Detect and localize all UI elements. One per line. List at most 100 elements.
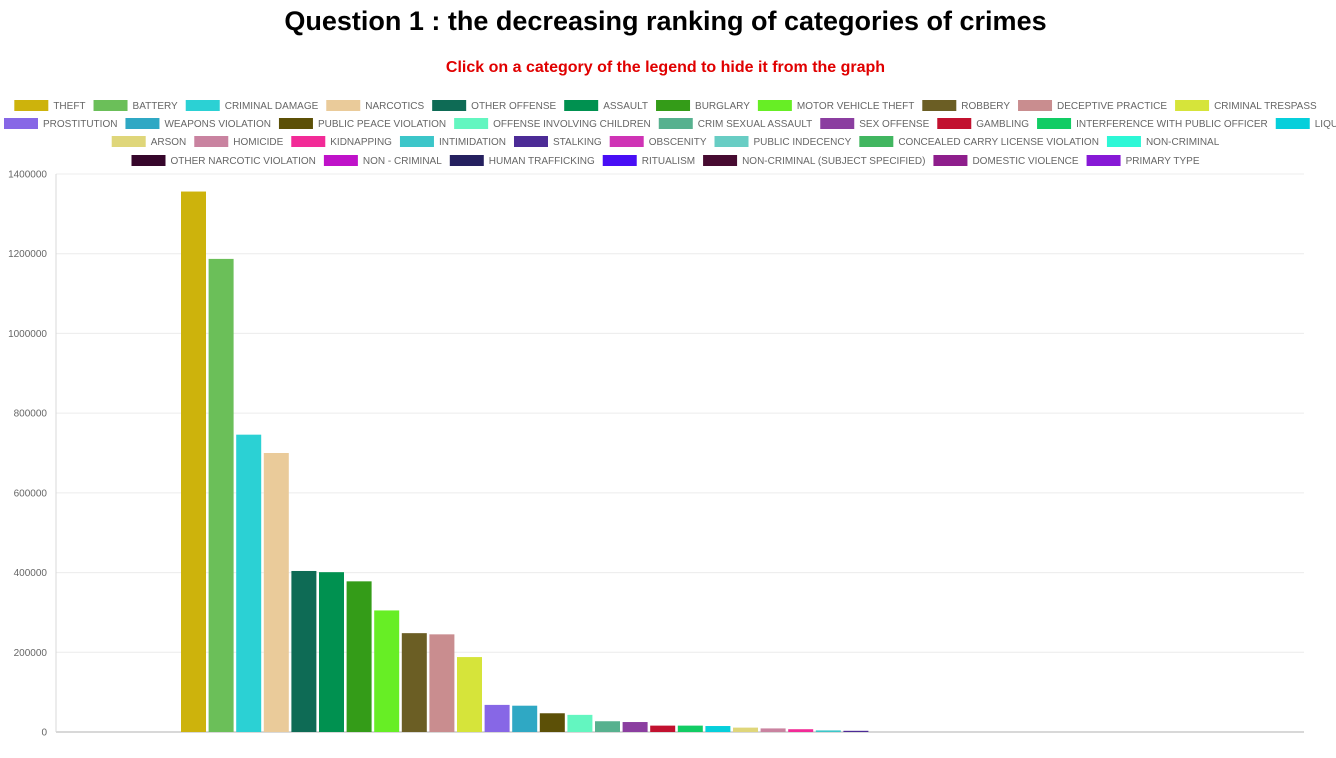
legend-item-criminal-trespass[interactable]: CRIMINAL TRESPASS <box>1175 100 1317 112</box>
bar-stalking[interactable] <box>843 730 869 732</box>
legend-label: DECEPTIVE PRACTICE <box>1057 101 1167 112</box>
bar-sex-offense[interactable] <box>622 722 648 732</box>
legend-swatch <box>937 118 972 129</box>
legend-swatch <box>1275 118 1310 129</box>
legend-item-non-criminal[interactable]: NON - CRIMINAL <box>323 155 442 167</box>
legend-swatch <box>933 155 968 166</box>
bar-public-peace-violation[interactable] <box>539 713 565 732</box>
legend-item-assault[interactable]: ASSAULT <box>564 100 648 112</box>
legend-item-arson[interactable]: ARSON <box>111 136 187 148</box>
legend-item-public-indecency[interactable]: PUBLIC INDECENCY <box>714 136 852 148</box>
bar-liquor-law-violation[interactable] <box>705 726 731 732</box>
legend-item-prostitution[interactable]: PROSTITUTION <box>4 118 117 130</box>
y-tick-label: 1400000 <box>8 170 47 181</box>
legend-item-sex-offense[interactable]: SEX OFFENSE <box>820 118 930 130</box>
legend-label: INTERFERENCE WITH PUBLIC OFFICER <box>1076 119 1268 130</box>
bar-intimidation[interactable] <box>815 730 841 732</box>
legend-hint: Click on a category of the legend to hid… <box>445 59 886 76</box>
bar-prostitution[interactable] <box>484 704 510 732</box>
legend-item-non-criminal-subject-specified-[interactable]: NON-CRIMINAL (SUBJECT SPECIFIED) <box>703 155 925 167</box>
bar-theft[interactable] <box>181 191 206 733</box>
bar-arson[interactable] <box>733 727 758 732</box>
legend-label: NON - CRIMINAL <box>363 156 442 167</box>
legend-swatch <box>1086 155 1121 166</box>
legend-label: GAMBLING <box>976 119 1029 130</box>
legend-item-concealed-carry-license-violation[interactable]: CONCEALED CARRY LICENSE VIOLATION <box>859 136 1099 148</box>
legend-label: THEFT <box>53 101 85 112</box>
bar-gambling[interactable] <box>650 725 676 732</box>
legend-swatch <box>14 100 49 111</box>
bar-narcotics[interactable] <box>263 453 289 732</box>
legend-item-theft[interactable]: THEFT <box>14 100 86 112</box>
legend-item-ritualism[interactable]: RITUALISM <box>602 155 695 167</box>
legend-swatch <box>703 155 738 166</box>
legend-item-homicide[interactable]: HOMICIDE <box>194 136 284 148</box>
bars <box>181 191 869 733</box>
legend-item-human-trafficking[interactable]: HUMAN TRAFFICKING <box>449 155 595 167</box>
legend-item-narcotics[interactable]: NARCOTICS <box>326 100 424 112</box>
legend-label: KIDNAPPING <box>330 137 392 148</box>
bar-kidnapping[interactable] <box>788 729 814 732</box>
bar-deceptive-practice[interactable] <box>429 634 455 732</box>
legend-swatch <box>1106 136 1141 147</box>
legend-label: HUMAN TRAFFICKING <box>489 156 595 167</box>
legend-label: ARSON <box>151 137 187 148</box>
legend-item-stalking[interactable]: STALKING <box>513 136 602 148</box>
legend-item-battery[interactable]: BATTERY <box>93 100 179 112</box>
legend-item-deceptive-practice[interactable]: DECEPTIVE PRACTICE <box>1018 100 1167 112</box>
legend-item-other-narcotic-violation[interactable]: OTHER NARCOTIC VIOLATION <box>131 155 316 167</box>
legend-item-burglary[interactable]: BURGLARY <box>656 100 750 112</box>
legend-label: ROBBERY <box>961 101 1010 112</box>
legend-swatch <box>1037 118 1072 129</box>
legend-item-kidnapping[interactable]: KIDNAPPING <box>291 136 392 148</box>
bar-assault[interactable] <box>319 572 344 732</box>
legend-swatch <box>111 136 146 147</box>
bar-motor-vehicle-theft[interactable] <box>374 610 400 732</box>
legend-item-obscenity[interactable]: OBSCENITY <box>609 136 707 148</box>
legend-swatch <box>326 100 361 111</box>
legend-item-other-offense[interactable]: OTHER OFFENSE <box>432 100 557 112</box>
bar-battery[interactable] <box>208 258 234 732</box>
bar-homicide[interactable] <box>760 728 786 732</box>
legend-swatch <box>602 155 637 166</box>
bar-interference-with-public-officer[interactable] <box>677 725 703 732</box>
legend-item-primary-type[interactable]: PRIMARY TYPE <box>1086 155 1200 167</box>
legend-label: HOMICIDE <box>233 137 283 148</box>
legend-item-motor-vehicle-theft[interactable]: MOTOR VEHICLE THEFT <box>757 100 914 112</box>
legend-item-domestic-violence[interactable]: DOMESTIC VIOLENCE <box>933 155 1079 167</box>
bar-burglary[interactable] <box>346 581 372 732</box>
legend-label: NON-CRIMINAL <box>1146 137 1220 148</box>
legend-label: MOTOR VEHICLE THEFT <box>797 101 914 112</box>
bar-offense-involving-children[interactable] <box>567 714 593 732</box>
legend-swatch <box>564 100 599 111</box>
legend-item-criminal-damage[interactable]: CRIMINAL DAMAGE <box>185 100 319 112</box>
bar-criminal-damage[interactable] <box>236 434 262 732</box>
legend-item-offense-involving-children[interactable]: OFFENSE INVOLVING CHILDREN <box>454 118 651 130</box>
legend-item-public-peace-violation[interactable]: PUBLIC PEACE VIOLATION <box>278 118 446 130</box>
bar-criminal-trespass[interactable] <box>457 657 482 732</box>
legend-item-crim-sexual-assault[interactable]: CRIM SEXUAL ASSAULT <box>658 118 812 130</box>
legend-label: INTIMIDATION <box>439 137 506 148</box>
y-tick-label: 0 <box>41 728 47 739</box>
bar-other-offense[interactable] <box>291 570 317 732</box>
legend-label: OFFENSE INVOLVING CHILDREN <box>493 119 651 130</box>
bar-robbery[interactable] <box>401 633 427 732</box>
legend-swatch <box>656 100 691 111</box>
legend-swatch <box>432 100 467 111</box>
legend-item-non-criminal[interactable]: NON-CRIMINAL <box>1106 136 1220 148</box>
legend-label: LIQUOR LAW VIOLATION <box>1315 119 1336 130</box>
legend-item-robbery[interactable]: ROBBERY <box>922 100 1010 112</box>
bar-crim-sexual-assault[interactable] <box>595 721 620 732</box>
legend: THEFT BATTERY CRIMINAL DAMAGE NARCOTICS OTHE… <box>4 100 1336 167</box>
legend-label: PUBLIC INDECENCY <box>754 137 852 148</box>
legend-item-intimidation[interactable]: INTIMIDATION <box>399 136 506 148</box>
legend-item-interference-with-public-officer[interactable]: INTERFERENCE WITH PUBLIC OFFICER <box>1037 118 1268 130</box>
legend-item-liquor-law-violation[interactable]: LIQUOR LAW VIOLATION <box>1275 118 1336 130</box>
legend-item-gambling[interactable]: GAMBLING <box>937 118 1029 130</box>
legend-swatch <box>399 136 434 147</box>
legend-swatch <box>323 155 358 166</box>
legend-item-weapons-violation[interactable]: WEAPONS VIOLATION <box>125 118 271 130</box>
legend-label: CONCEALED CARRY LICENSE VIOLATION <box>898 137 1099 148</box>
legend-label: SEX OFFENSE <box>859 119 929 130</box>
bar-weapons-violation[interactable] <box>512 705 538 732</box>
